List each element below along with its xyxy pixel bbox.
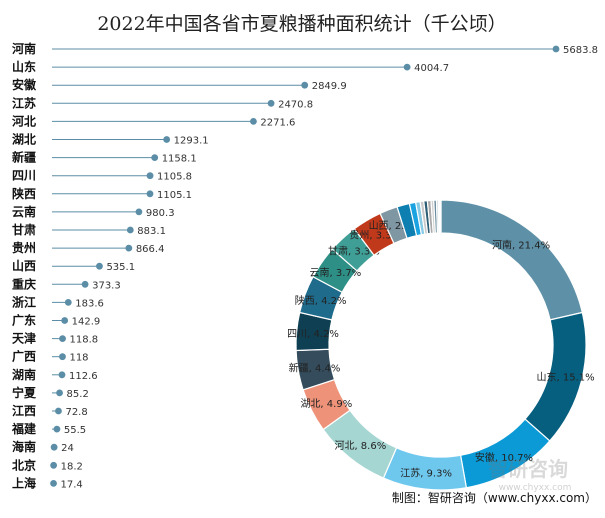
category-label: 浙江 [12, 294, 36, 309]
value-label: 373.3 [92, 280, 121, 291]
slice-label: 河南, 21.4% [492, 238, 550, 251]
value-label: 4004.7 [414, 63, 449, 74]
category-label: 广西 [12, 349, 36, 364]
category-label: 山东 [12, 59, 36, 74]
bar-end-dot [151, 154, 159, 162]
value-label: 118.8 [70, 335, 99, 346]
category-label: 海南 [12, 439, 36, 454]
bar-end-dot [96, 262, 103, 270]
value-label: 883.1 [137, 226, 166, 237]
bar-end-dot [50, 461, 58, 469]
bar-end-dot [403, 63, 411, 71]
donut-slice [440, 199, 584, 321]
category-label: 四川 [12, 169, 36, 183]
source-note: 制图：智研咨询（www.chyxx.com） [392, 490, 597, 505]
slice-label: 江苏, 9.3% [400, 467, 452, 480]
category-label: 新疆 [12, 150, 36, 165]
category-label: 云南 [12, 204, 36, 219]
bar-end-dot [59, 335, 66, 342]
value-label: 980.3 [146, 208, 175, 219]
value-label: 2271.6 [260, 117, 295, 128]
bar-end-dot [81, 280, 89, 288]
category-label: 河南 [11, 41, 36, 56]
value-label: 112.6 [69, 371, 98, 382]
bar-end-dot [125, 244, 133, 252]
bar-end-dot [126, 226, 134, 234]
value-label: 2470.8 [278, 99, 313, 110]
watermark-brand: 智研咨询 [488, 457, 568, 481]
category-label: 山西 [12, 258, 36, 273]
slice-label: 湖北, 4.9% [300, 398, 352, 410]
bar-end-dot [58, 371, 66, 379]
bar-end-dot [53, 425, 61, 433]
value-label: 55.5 [64, 425, 86, 436]
bar-end-dot [146, 172, 154, 180]
category-label: 陕西 [12, 186, 36, 201]
value-label: 24 [61, 443, 74, 454]
value-label: 1105.1 [157, 190, 192, 201]
slice-label: 甘肃, 3.3% [328, 245, 380, 258]
value-label: 535.1 [106, 262, 135, 273]
bar-end-dot [50, 480, 57, 487]
bar-end-dot [61, 317, 69, 324]
watermark-url: www.chyxx.com [499, 483, 572, 493]
slice-label: 河北, 8.6% [334, 440, 386, 452]
category-label: 福建 [11, 421, 37, 436]
value-label: 1293.1 [174, 136, 209, 147]
slice-label: 新疆, 4.4% [289, 361, 341, 374]
bar-end-dot [50, 443, 58, 451]
category-label: 湖北 [12, 132, 36, 147]
value-label: 142.9 [72, 317, 101, 328]
value-label: 72.8 [65, 407, 87, 418]
category-label: 甘肃 [12, 222, 36, 237]
value-label: 1158.1 [162, 154, 197, 165]
bar-end-dot [552, 45, 560, 53]
category-label: 上海 [12, 475, 36, 490]
value-label: 17.4 [61, 479, 83, 490]
category-label: 重庆 [12, 276, 36, 291]
slice-label: 山东, 15.1% [537, 371, 595, 384]
bar-end-dot [56, 389, 63, 397]
donut-slice [439, 199, 442, 234]
value-label: 183.6 [75, 298, 104, 309]
slice-label: 陕西, 4.2% [295, 294, 347, 307]
category-label: 天津 [12, 331, 36, 346]
value-label: 866.4 [136, 244, 165, 255]
value-label: 2849.9 [312, 81, 347, 92]
bar-end-dot [135, 208, 143, 216]
value-label: 5683.8 [563, 45, 598, 56]
bar-end-dot [250, 118, 257, 125]
category-label: 安徽 [12, 77, 37, 92]
category-label: 江苏 [12, 95, 36, 110]
category-label: 湖南 [12, 367, 36, 382]
bar-end-dot [55, 407, 62, 415]
slice-label: 云南, 3.7% [310, 266, 362, 279]
bar-end-dot [163, 136, 171, 143]
bar-end-dot [59, 353, 66, 361]
watermark: 智研咨询 www.chyxx.com [488, 457, 571, 493]
donut-chart: 河南, 21.4% 山东, 15.1% 安徽, 10.7% 江苏, 9.3% 河北, 8… [287, 199, 595, 491]
bar-end-dot [267, 99, 275, 107]
category-label: 北京 [12, 457, 36, 472]
bar-end-dot [64, 299, 72, 306]
value-label: 1105.8 [157, 172, 192, 183]
category-label: 宁夏 [12, 385, 37, 400]
slice-label: 安徽, 10.7% [475, 451, 533, 464]
category-label: 江西 [12, 403, 36, 418]
category-label: 贵州 [12, 240, 36, 255]
bar-end-dot [146, 190, 154, 198]
bar-end-dot [301, 81, 309, 89]
value-label: 18.2 [61, 461, 83, 472]
value-label: 85.2 [67, 389, 89, 400]
chart-title: 2022年中国各省市夏粮播种面积统计（千公顷） [97, 13, 506, 35]
category-label: 河北 [11, 113, 36, 128]
value-label: 118 [69, 353, 88, 364]
category-label: 广东 [12, 313, 36, 328]
bar-series: 河南 5683.8 山东 4004.7 安徽 2849.9 江苏 2470.8 河北 2271.6… [11, 41, 598, 490]
slice-label: 四川, 4.2% [287, 329, 339, 340]
